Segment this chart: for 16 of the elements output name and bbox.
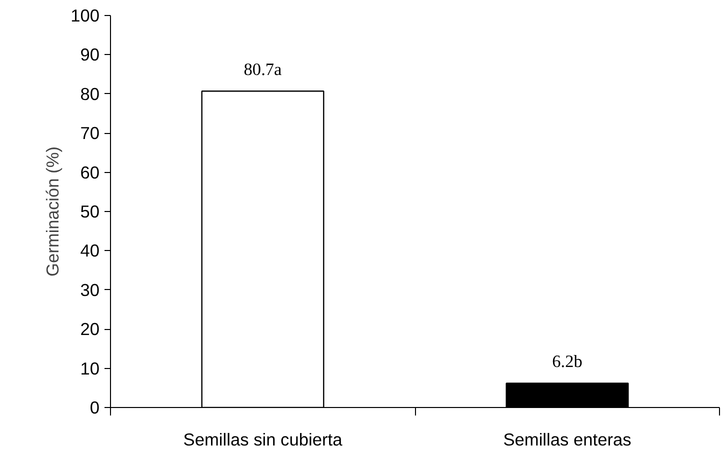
y-axis-title: Germinación (%)	[42, 146, 63, 276]
y-tick-label: 30	[80, 280, 100, 300]
y-tick-label: 50	[80, 202, 100, 222]
y-tick-label: 90	[80, 44, 100, 65]
y-tick-label: 60	[80, 162, 100, 182]
x-tick-label: Semillas enteras	[503, 430, 632, 450]
data-label: 80.7a	[244, 60, 282, 80]
y-tick-label: 100	[70, 6, 100, 26]
x-tick-label: Semillas sin cubierta	[183, 430, 343, 450]
y-tick-label: 0	[90, 398, 100, 418]
y-tick-label: 10	[80, 358, 100, 378]
data-label: 6.2b	[552, 352, 582, 372]
y-tick-label: 70	[80, 123, 100, 144]
y-tick-label: 80	[80, 84, 100, 104]
y-tick-label: 40	[80, 240, 100, 261]
y-tick-label: 20	[80, 319, 100, 340]
